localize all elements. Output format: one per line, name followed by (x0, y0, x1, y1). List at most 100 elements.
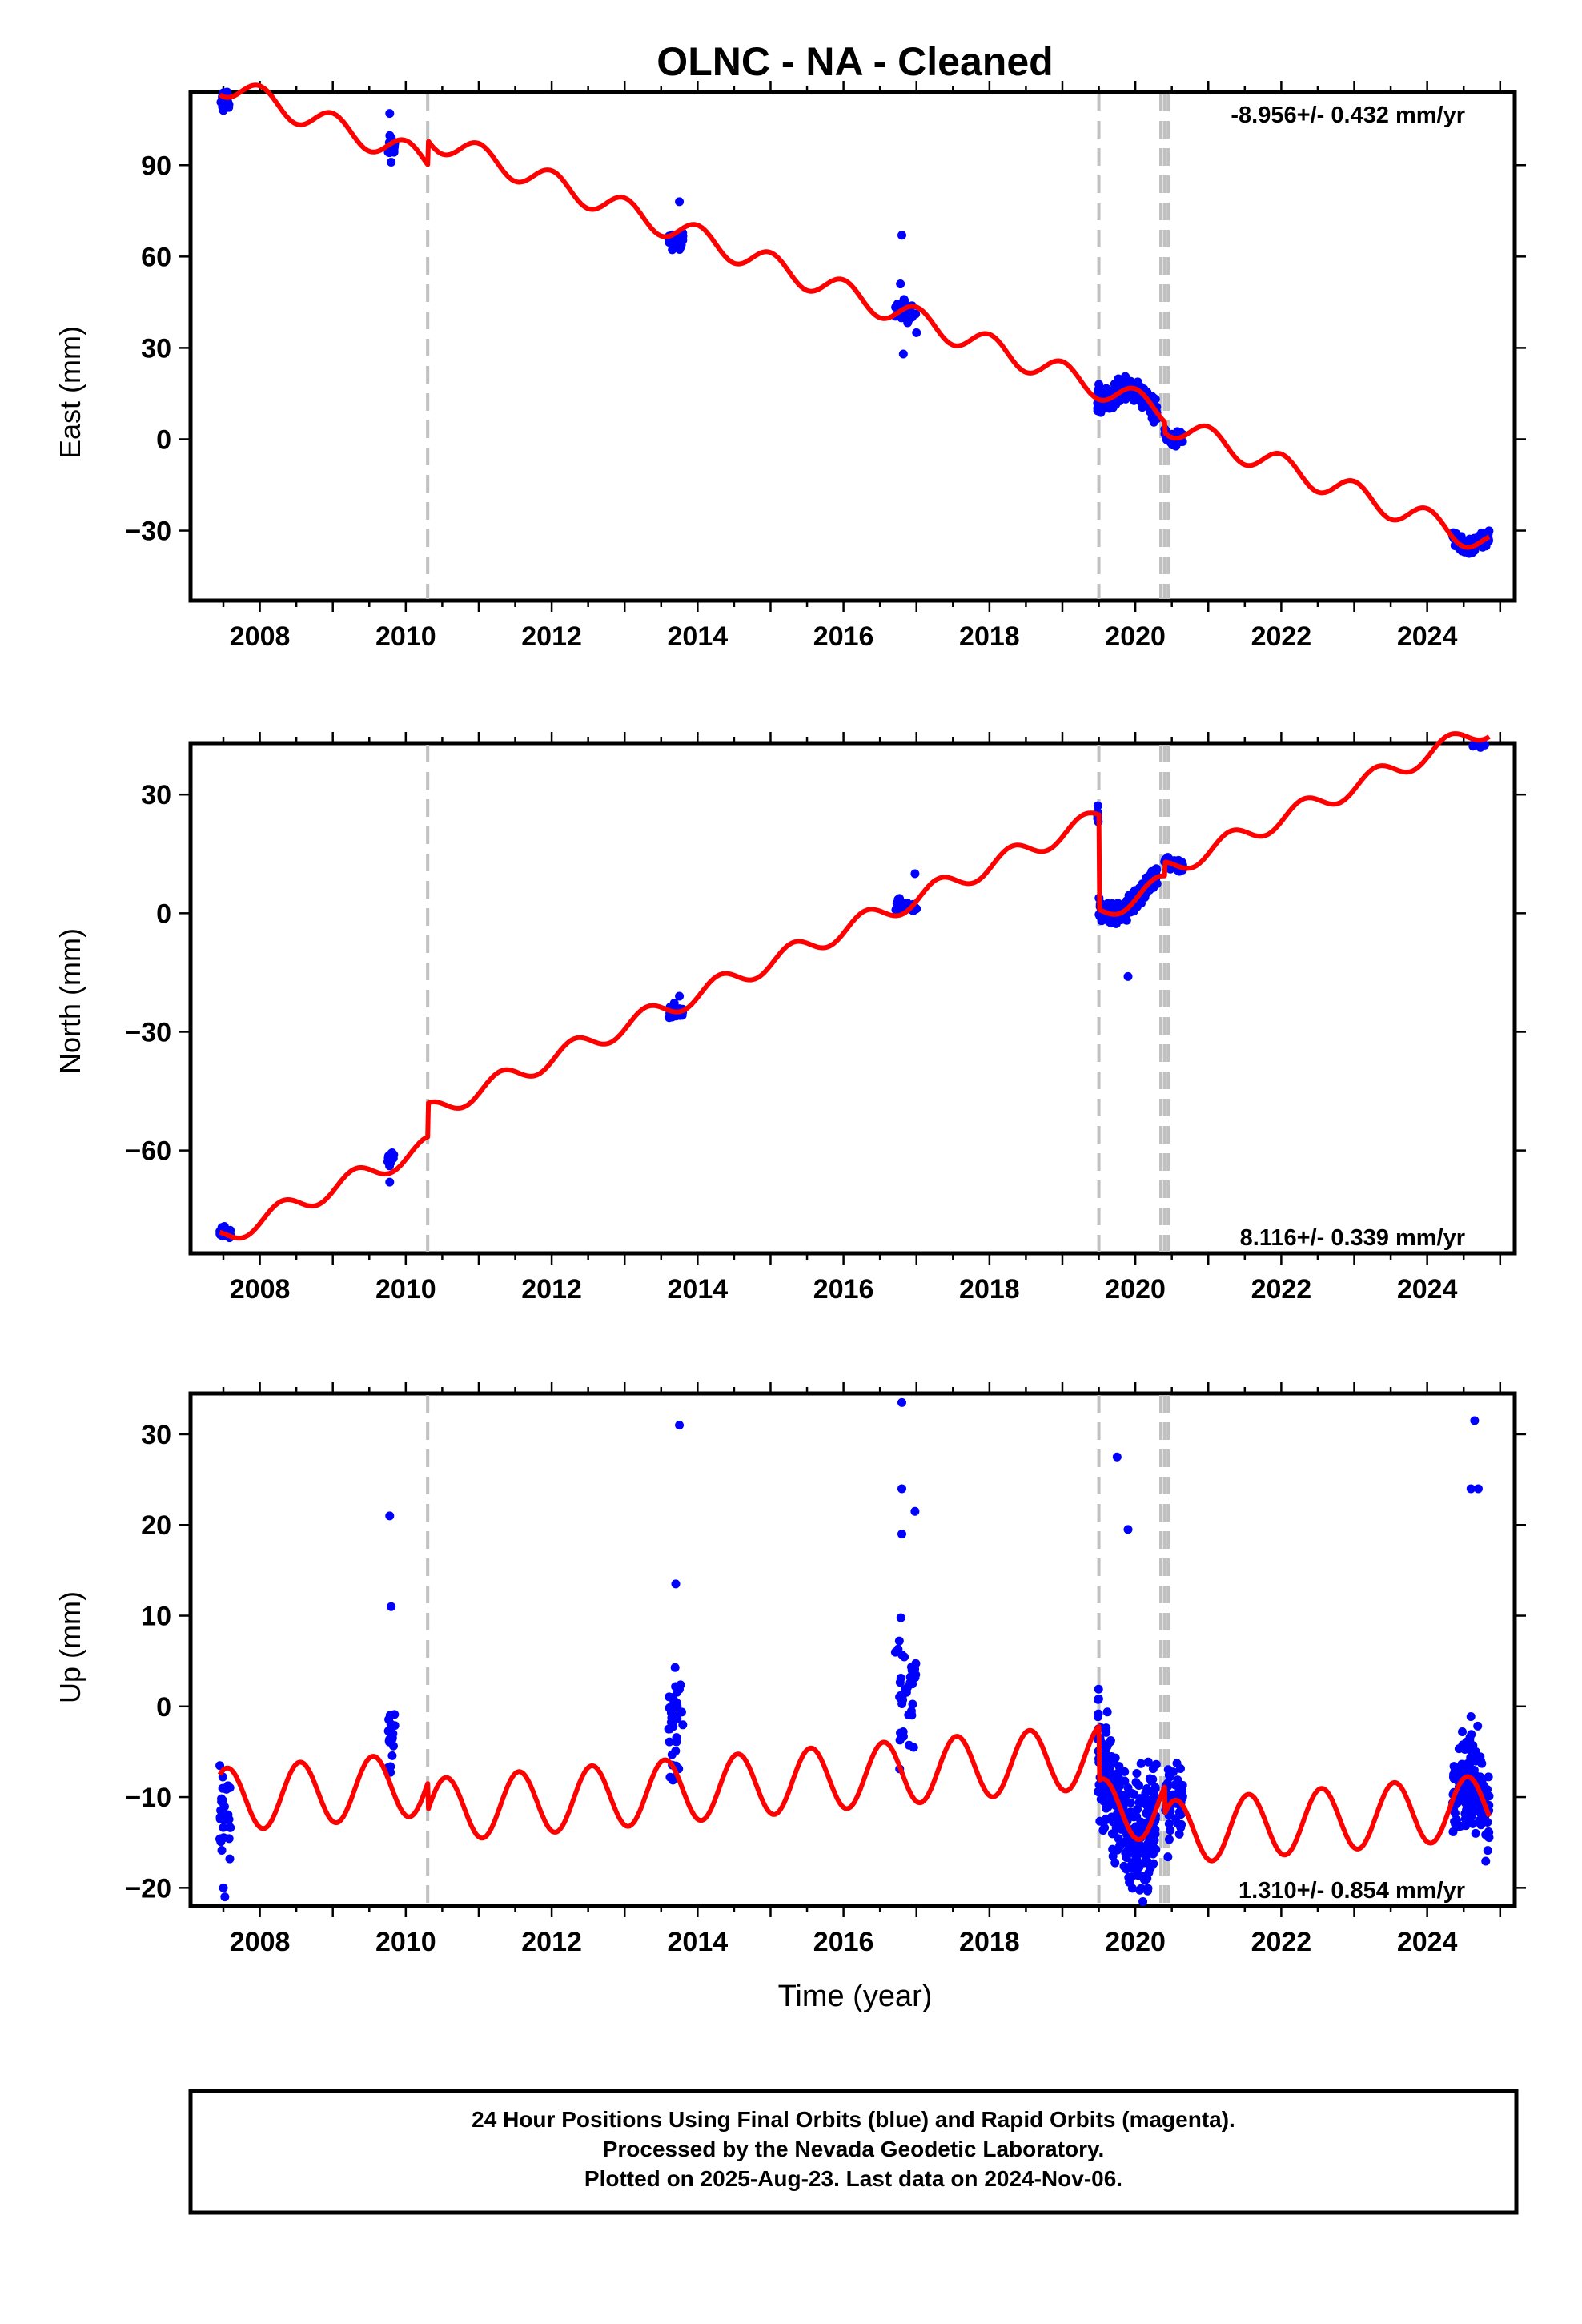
data-point-up (1104, 1765, 1114, 1775)
data-point-up (1144, 1868, 1154, 1877)
data-point-east (1124, 377, 1134, 387)
data-point-up (1448, 1827, 1458, 1836)
data-point-east (1114, 396, 1123, 406)
model-fit-line-north (218, 731, 1492, 1241)
data-point-up (1473, 1484, 1483, 1494)
x-tick-label-north: 2008 (230, 1274, 291, 1305)
x-tick-label-east: 2012 (521, 621, 582, 652)
data-point-up (1110, 1858, 1120, 1868)
data-point-up (385, 1511, 395, 1521)
data-point-up (1142, 1808, 1151, 1818)
data-point-up (390, 1721, 400, 1731)
data-point-up (1172, 1781, 1182, 1791)
data-point-up (1477, 1759, 1487, 1768)
x-tick-label-north: 2016 (813, 1274, 874, 1305)
data-point-up (1172, 1759, 1182, 1768)
data-point-up (1146, 1776, 1156, 1786)
x-tick-label-north: 2024 (1397, 1274, 1458, 1305)
data-point-up (906, 1707, 916, 1716)
data-point-north (385, 1177, 395, 1187)
data-point-up (664, 1724, 673, 1734)
x-tick-label-north: 2012 (521, 1274, 582, 1305)
data-point-up (1176, 1810, 1186, 1819)
data-point-up (1163, 1852, 1173, 1862)
data-point-up (387, 1751, 397, 1760)
data-point-up (904, 1740, 913, 1750)
data-point-up (1481, 1856, 1491, 1866)
data-point-north (897, 903, 906, 912)
caption-line-2: Processed by the Nevada Geodetic Laborat… (602, 2137, 1105, 2161)
data-point-up (906, 1663, 916, 1672)
x-tick-label-up: 2008 (230, 1927, 291, 1957)
data-point-east (385, 109, 395, 119)
y-tick-label-up: −10 (125, 1783, 171, 1813)
data-point-up (1142, 1852, 1151, 1862)
y-tick-label-east: 90 (141, 151, 171, 181)
data-point-up (1137, 1824, 1146, 1834)
x-tick-label-north: 2020 (1105, 1274, 1166, 1305)
data-point-up (896, 1673, 905, 1683)
data-point-up (226, 1823, 235, 1832)
data-point-up (1460, 1809, 1470, 1819)
x-axis-label: Time (year) (778, 1980, 933, 2013)
data-point-up (897, 1650, 907, 1659)
x-tick-label-east: 2008 (230, 621, 291, 652)
data-point-up (1136, 1817, 1146, 1827)
x-tick-label-east: 2010 (375, 621, 436, 652)
data-point-north (1146, 870, 1155, 879)
data-point-up (1134, 1780, 1143, 1790)
data-point-east (1483, 529, 1492, 538)
data-point-up (1164, 1835, 1174, 1844)
data-point-up (1466, 1712, 1476, 1722)
data-point-east (387, 157, 396, 167)
data-point-up (1123, 1783, 1133, 1792)
data-point-up (677, 1707, 686, 1717)
rate-label-east: -8.956+/- 0.432 mm/yr (1231, 103, 1465, 128)
data-point-up (1136, 1759, 1146, 1768)
data-point-north (1123, 971, 1133, 981)
caption-box (188, 2089, 1519, 2215)
x-tick-label-north: 2014 (668, 1274, 729, 1305)
y-tick-label-east: 0 (156, 424, 171, 455)
data-point-up (1123, 1525, 1133, 1534)
data-point-up (1115, 1775, 1125, 1785)
data-point-up (1150, 1784, 1160, 1794)
data-point-up (215, 1761, 225, 1771)
plot-frame-east (188, 90, 1517, 603)
data-point-up (1112, 1452, 1122, 1462)
y-tick-label-east: −30 (125, 517, 171, 547)
data-point-up (665, 1737, 674, 1747)
data-point-up (219, 1833, 228, 1843)
data-point-east (219, 106, 228, 115)
data-point-up (1143, 1757, 1153, 1767)
data-point-up (1466, 1484, 1476, 1494)
data-point-up (894, 1636, 904, 1646)
data-point-up (221, 1815, 231, 1824)
data-point-east (900, 297, 909, 307)
data-point-up (1484, 1827, 1494, 1837)
data-point-up (897, 1699, 907, 1709)
data-point-up (1458, 1740, 1468, 1750)
data-point-up (1129, 1790, 1138, 1799)
data-point-up (390, 1710, 400, 1719)
data-point-up (1176, 1823, 1186, 1832)
x-tick-label-east: 2016 (813, 621, 874, 652)
data-point-up (1465, 1740, 1475, 1750)
panel-east: East (mm) -8.956+/- 0.432 mm/yr 2008 2010… (54, 81, 1526, 652)
data-point-east (1102, 388, 1111, 398)
data-point-up (675, 1421, 685, 1430)
data-point-up (1460, 1795, 1469, 1804)
data-point-up (1151, 1759, 1161, 1769)
data-point-up (1174, 1829, 1184, 1839)
data-point-up (1094, 1780, 1104, 1790)
data-point-up (897, 1530, 907, 1539)
data-point-east (1094, 380, 1104, 389)
data-point-up (670, 1663, 680, 1672)
data-point-up (669, 1695, 678, 1704)
data-point-up (1451, 1819, 1460, 1829)
y-tick-label-up: −20 (125, 1873, 171, 1904)
data-point-up (1102, 1707, 1112, 1717)
data-point-east (1128, 391, 1138, 400)
data-point-north (385, 1161, 395, 1171)
